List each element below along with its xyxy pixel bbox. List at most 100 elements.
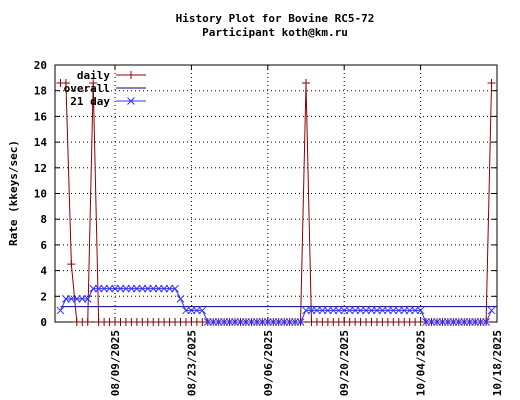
data-point [187,306,196,315]
x-tick-label: 10/18/2025 [491,330,504,396]
data-point [378,306,387,315]
data-point [236,318,245,326]
data-point [225,318,234,326]
data-point [269,318,278,326]
data-point [182,306,190,315]
data-point [78,295,87,303]
data-point [231,318,239,326]
data-point [416,306,425,315]
y-tick-label: 12 [34,162,47,175]
data-point [220,318,229,326]
data-point [400,306,409,315]
data-point [122,284,130,293]
data-point [476,318,485,326]
x-tick-label: 08/09/2025 [109,330,122,396]
data-point [89,78,98,87]
y-tick-label: 20 [34,59,47,72]
data-point [302,306,310,315]
legend-marker [127,71,135,79]
y-tick-label: 2 [40,290,47,303]
data-point [471,318,480,326]
data-point [143,284,152,293]
y-tick-label: 10 [34,188,47,201]
data-point [214,318,223,326]
data-point [198,306,207,315]
x-tick-label: 08/23/2025 [185,330,198,396]
data-point [291,318,299,326]
data-point [362,306,370,315]
data-point [313,306,321,315]
data-point [389,306,398,315]
data-point [487,306,496,315]
y-tick-label: 16 [34,110,48,123]
data-point [384,306,392,315]
chart-subtitle: Participant koth@km.ru [202,26,348,39]
data-point [482,318,490,326]
data-point [61,78,70,87]
data-point [127,284,136,293]
data-point [83,295,92,303]
data-point [405,306,414,315]
data-point [433,318,441,326]
data-point [258,318,267,326]
data-point [465,318,474,326]
data-point [132,284,141,293]
data-point [422,318,430,326]
data-point [203,318,212,326]
data-point [94,284,103,293]
data-point [193,306,201,315]
data-point [83,318,92,326]
y-tick-label: 4 [40,265,47,278]
y-tick-label: 8 [40,213,47,226]
data-point [318,306,327,315]
data-point [247,318,256,326]
data-point [253,318,261,326]
data-point [356,306,365,315]
x-tick-label: 09/06/2025 [262,330,275,396]
data-point [411,306,420,315]
legend-label: overall [64,82,110,95]
data-point [351,306,359,315]
data-point [56,306,65,315]
y-tick-label: 6 [40,239,47,252]
y-tick-label: 18 [34,85,47,98]
data-point [438,318,447,326]
x-tick-label: 09/20/2025 [338,330,351,396]
data-point [100,284,108,293]
data-point [394,306,403,315]
data-point [334,306,343,315]
data-point [367,306,376,315]
legend-label: daily [77,69,110,82]
data-point [160,284,168,293]
data-point [111,284,119,293]
data-point [427,318,436,326]
data-point [154,284,163,293]
data-point [138,284,147,293]
data-point [302,78,311,87]
data-point [89,284,98,293]
data-point [454,318,463,326]
data-point [209,318,218,326]
y-axis-label: Rate (kkeys/sec) [7,140,20,246]
series-line [60,82,493,323]
data-point [460,318,469,326]
data-point [373,306,381,315]
data-point [105,284,114,293]
data-point [285,318,294,326]
data-point [296,318,305,326]
data-point [242,318,250,326]
data-point [329,306,338,315]
data-point [340,306,349,315]
data-point [307,306,316,315]
data-point [444,318,452,326]
chart-title: History Plot for Bovine RC5-72 [176,12,375,25]
data-point [274,318,283,326]
x-tick-label: 10/04/2025 [415,330,428,396]
legend-marker [127,97,135,105]
data-point [67,260,76,269]
data-point [165,284,174,293]
data-point [149,284,158,293]
data-point [62,295,70,303]
data-point [72,295,81,303]
